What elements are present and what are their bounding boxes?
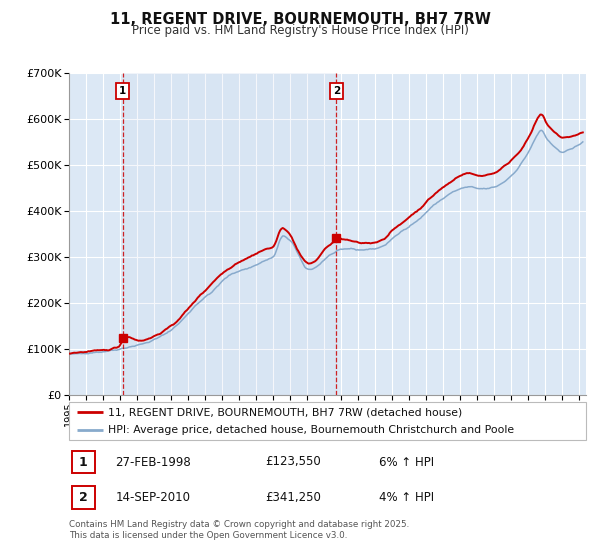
Text: 27-FEB-1998: 27-FEB-1998 (116, 455, 191, 469)
Text: 2: 2 (79, 491, 88, 504)
Text: 11, REGENT DRIVE, BOURNEMOUTH, BH7 7RW (detached house): 11, REGENT DRIVE, BOURNEMOUTH, BH7 7RW (… (108, 407, 462, 417)
FancyBboxPatch shape (71, 486, 95, 509)
Text: £123,550: £123,550 (266, 455, 321, 469)
Text: HPI: Average price, detached house, Bournemouth Christchurch and Poole: HPI: Average price, detached house, Bour… (108, 425, 514, 435)
Text: 14-SEP-2010: 14-SEP-2010 (116, 491, 191, 504)
Text: Contains HM Land Registry data © Crown copyright and database right 2025.
This d: Contains HM Land Registry data © Crown c… (69, 520, 409, 540)
Bar (122, 73, 336, 395)
FancyBboxPatch shape (69, 402, 586, 440)
Text: 11, REGENT DRIVE, BOURNEMOUTH, BH7 7RW: 11, REGENT DRIVE, BOURNEMOUTH, BH7 7RW (110, 12, 490, 27)
Text: 6% ↑ HPI: 6% ↑ HPI (379, 455, 434, 469)
Text: 2: 2 (332, 86, 340, 96)
Text: 1: 1 (119, 86, 126, 96)
FancyBboxPatch shape (71, 451, 95, 473)
Text: 1: 1 (79, 455, 88, 469)
Text: Price paid vs. HM Land Registry's House Price Index (HPI): Price paid vs. HM Land Registry's House … (131, 24, 469, 36)
Text: £341,250: £341,250 (266, 491, 322, 504)
Text: 4% ↑ HPI: 4% ↑ HPI (379, 491, 434, 504)
